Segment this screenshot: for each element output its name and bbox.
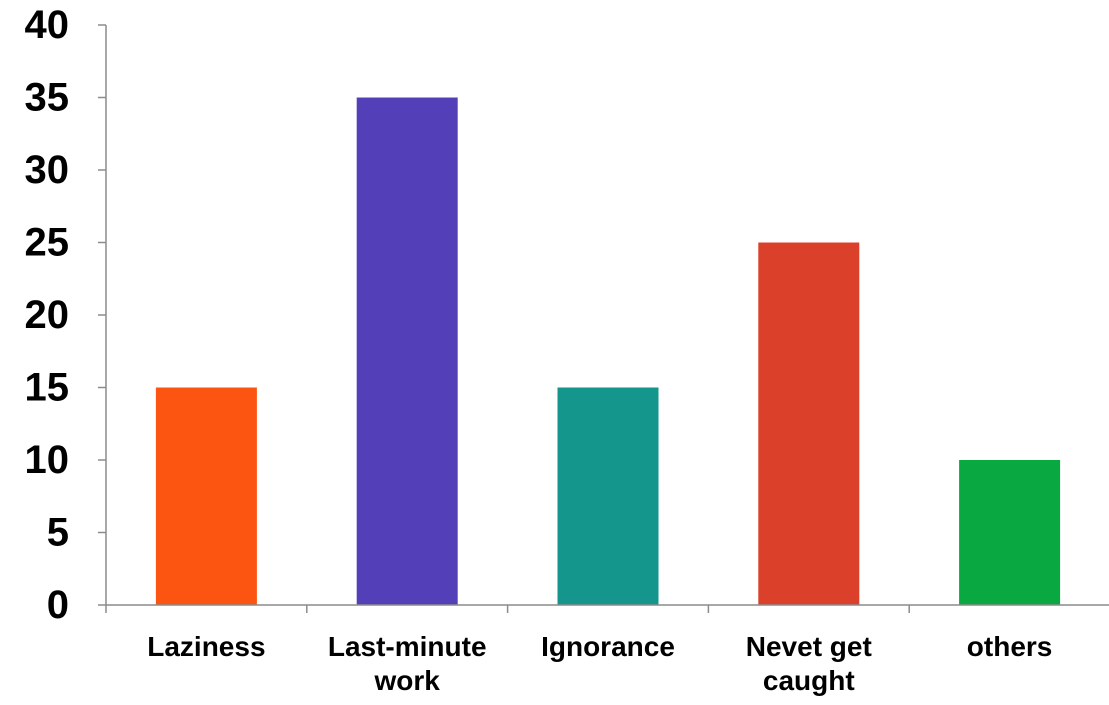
y-tick-labels: 0 5 10 15 20 25 30 35 40 bbox=[25, 3, 70, 627]
category-label: work bbox=[374, 665, 441, 696]
y-tick-label: 35 bbox=[25, 76, 70, 120]
y-tick-label: 10 bbox=[25, 438, 70, 482]
bar bbox=[356, 97, 458, 605]
category-label: others bbox=[967, 631, 1053, 662]
y-tick-label: 30 bbox=[25, 148, 70, 192]
bar bbox=[758, 242, 860, 605]
bar bbox=[959, 460, 1061, 605]
category-label: Nevet get bbox=[746, 631, 872, 662]
y-tick-label: 5 bbox=[47, 511, 69, 555]
bar bbox=[557, 387, 659, 605]
y-tick-label: 20 bbox=[25, 293, 70, 337]
y-tick-label: 25 bbox=[25, 221, 70, 265]
y-tick-label: 40 bbox=[25, 3, 70, 47]
bars bbox=[155, 97, 1061, 605]
y-tick-label: 15 bbox=[25, 366, 70, 410]
y-axis-ticks bbox=[98, 24, 106, 606]
category-label: Ignorance bbox=[541, 631, 675, 662]
category-label: Laziness bbox=[147, 631, 265, 662]
plot-area bbox=[98, 24, 1109, 613]
bar bbox=[155, 387, 257, 605]
y-tick-label: 0 bbox=[47, 583, 69, 627]
category-label: caught bbox=[763, 665, 855, 696]
x-axis-ticks bbox=[105, 605, 910, 613]
category-label: Last-minute bbox=[328, 631, 487, 662]
